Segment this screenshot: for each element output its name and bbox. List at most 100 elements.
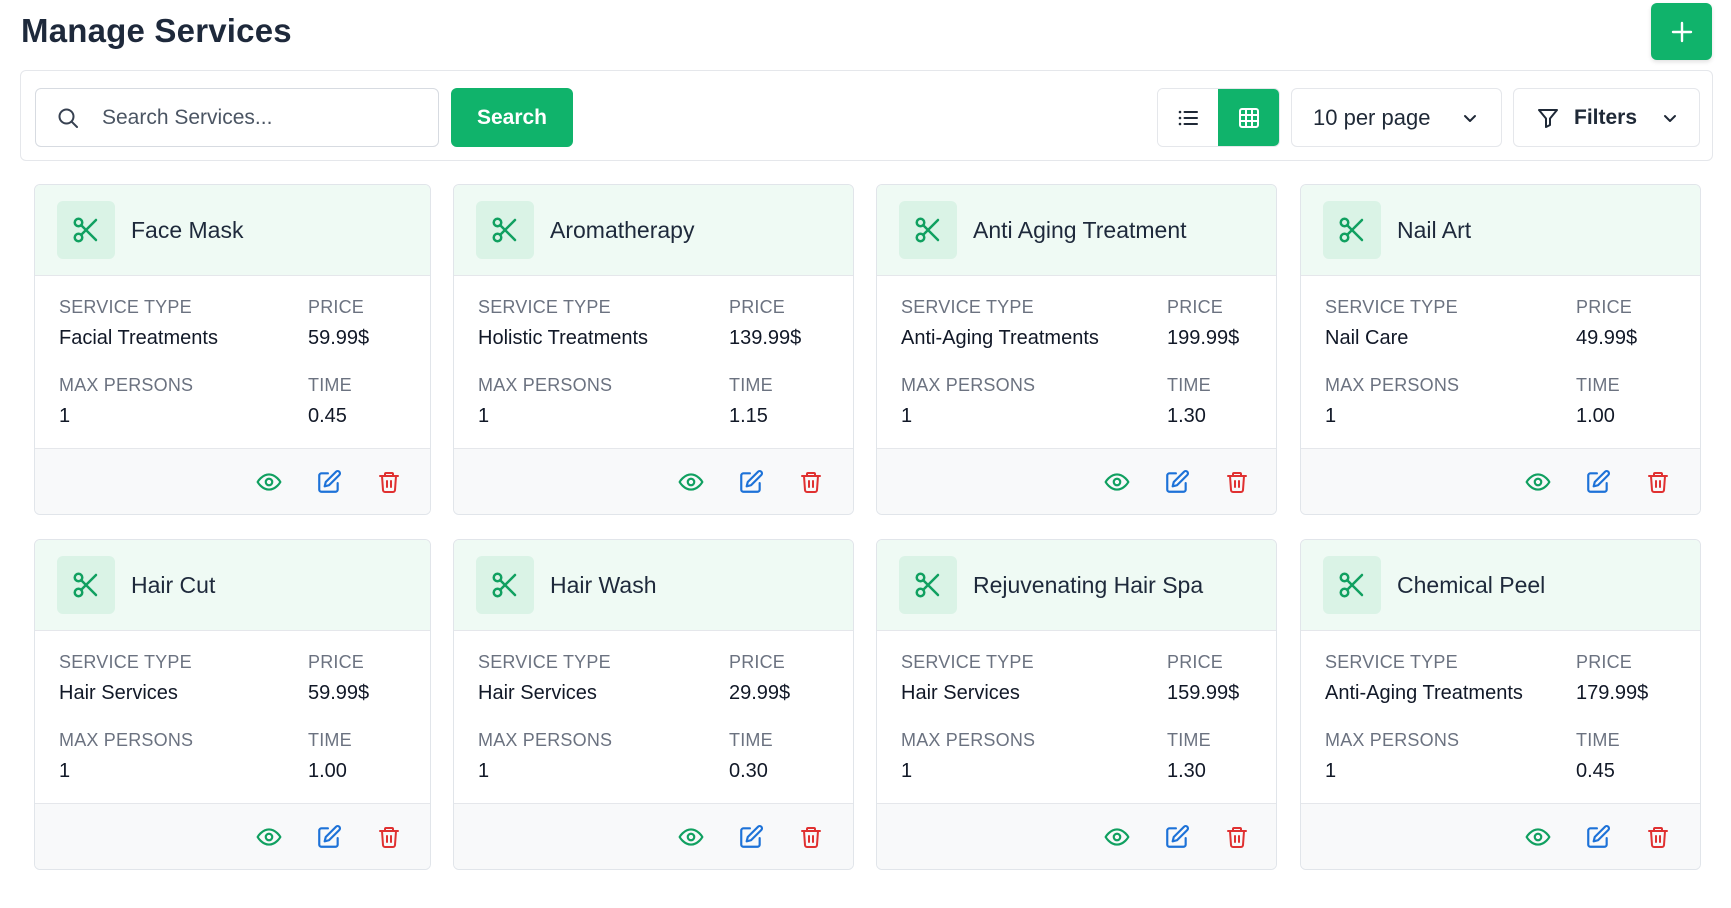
service-card-body: SERVICE TYPE Anti-Aging Treatments PRICE… [877, 276, 1276, 448]
edit-button[interactable] [737, 823, 765, 851]
price-field: PRICE 159.99$ [1167, 652, 1239, 705]
service-card-actions [35, 448, 430, 514]
add-service-button[interactable] [1651, 3, 1712, 60]
max-persons-label: MAX PERSONS [1325, 730, 1460, 750]
search-icon [58, 108, 78, 128]
view-button[interactable] [1524, 468, 1552, 496]
price-value: 59.99$ [308, 327, 370, 349]
time-field: TIME 0.45 [1576, 730, 1620, 783]
grid-view-button[interactable] [1218, 89, 1279, 146]
max-persons-label: MAX PERSONS [901, 730, 1036, 750]
max-persons-field: MAX PERSONS 1 [478, 730, 612, 783]
service-card-actions [877, 448, 1276, 514]
edit-button[interactable] [1584, 468, 1612, 496]
edit-icon [1587, 825, 1610, 848]
delete-button[interactable] [797, 468, 825, 496]
time-field: TIME 1.00 [1576, 375, 1620, 428]
per-page-value: 10 per page [1313, 104, 1431, 130]
list-view-button[interactable] [1158, 89, 1219, 146]
delete-button[interactable] [375, 823, 403, 851]
service-card-header: Aromatherapy [454, 185, 853, 276]
service-card-header: Hair Cut [35, 540, 430, 631]
chevron-down-icon [1664, 114, 1676, 122]
time-field: TIME 1.30 [1167, 730, 1211, 783]
view-button[interactable] [1103, 823, 1131, 851]
service-card: Aromatherapy SERVICE TYPE Holistic Treat… [453, 184, 854, 515]
edit-button[interactable] [1584, 823, 1612, 851]
view-button[interactable] [255, 468, 283, 496]
service-type-label: SERVICE TYPE [1325, 297, 1458, 317]
price-field: PRICE 139.99$ [729, 297, 801, 350]
price-value: 199.99$ [1167, 327, 1240, 349]
eye-icon [1104, 473, 1130, 491]
view-button[interactable] [677, 823, 705, 851]
trash-icon [801, 827, 821, 848]
service-card-body: SERVICE TYPE Hair Services PRICE 159.99$… [877, 631, 1276, 803]
search-input[interactable] [102, 105, 402, 130]
view-button[interactable] [1103, 468, 1131, 496]
max-persons-label: MAX PERSONS [901, 375, 1036, 395]
time-field: TIME 0.45 [308, 375, 352, 428]
time-value: 1.30 [1167, 760, 1206, 782]
max-persons-field: MAX PERSONS 1 [1325, 730, 1459, 783]
time-label: TIME [308, 375, 352, 395]
service-type-value: Anti-Aging Treatments [901, 327, 1099, 349]
delete-button[interactable] [1644, 468, 1672, 496]
service-card-body: SERVICE TYPE Hair Services PRICE 59.99$ … [35, 631, 430, 803]
eye-icon [256, 828, 282, 846]
service-type-label: SERVICE TYPE [901, 652, 1034, 672]
service-card: Chemical Peel SERVICE TYPE Anti-Aging Tr… [1300, 539, 1701, 870]
filter-icon [1538, 108, 1558, 128]
service-card-body: SERVICE TYPE Nail Care PRICE 49.99$ MAX … [1301, 276, 1700, 448]
service-type-value: Anti-Aging Treatments [1325, 682, 1523, 704]
max-persons-label: MAX PERSONS [478, 375, 613, 395]
delete-button[interactable] [1644, 823, 1672, 851]
edit-button[interactable] [315, 823, 343, 851]
search-button[interactable]: Search [451, 88, 573, 147]
edit-icon [740, 470, 763, 493]
delete-button[interactable] [1223, 468, 1251, 496]
max-persons-field: MAX PERSONS 1 [901, 730, 1035, 783]
price-field: PRICE 59.99$ [308, 652, 369, 705]
delete-button[interactable] [797, 823, 825, 851]
service-name: Chemical Peel [1397, 571, 1546, 598]
price-value: 159.99$ [1167, 682, 1240, 704]
service-card-body: SERVICE TYPE Hair Services PRICE 29.99$ … [454, 631, 853, 803]
delete-button[interactable] [1223, 823, 1251, 851]
time-value: 0.30 [729, 760, 768, 782]
grid-icon [1238, 107, 1259, 128]
service-card-actions [877, 803, 1276, 869]
filters-label: Filters [1574, 105, 1638, 129]
service-type-field: SERVICE TYPE Hair Services [59, 652, 192, 705]
service-type-field: SERVICE TYPE Holistic Treatments [478, 297, 648, 350]
delete-button[interactable] [375, 468, 403, 496]
service-card-header: Face Mask [35, 185, 430, 276]
edit-icon [1587, 470, 1610, 493]
service-type-field: SERVICE TYPE Hair Services [478, 652, 611, 705]
service-type-value: Hair Services [478, 682, 597, 704]
per-page-select[interactable]: 10 per page [1291, 88, 1502, 147]
trash-icon [1648, 472, 1668, 493]
trash-icon [379, 472, 399, 493]
time-label: TIME [729, 375, 773, 395]
service-card-header: Nail Art [1301, 185, 1700, 276]
edit-button[interactable] [1163, 823, 1191, 851]
view-button[interactable] [1524, 823, 1552, 851]
time-field: TIME 1.30 [1167, 375, 1211, 428]
price-field: PRICE 29.99$ [729, 652, 790, 705]
service-type-label: SERVICE TYPE [1325, 652, 1458, 672]
price-value: 59.99$ [308, 682, 370, 704]
view-button[interactable] [255, 823, 283, 851]
service-name: Nail Art [1397, 216, 1472, 243]
edit-button[interactable] [1163, 468, 1191, 496]
edit-button[interactable] [315, 468, 343, 496]
service-card: Rejuvenating Hair Spa SERVICE TYPE Hair … [876, 539, 1277, 870]
max-persons-field: MAX PERSONS 1 [59, 375, 193, 428]
filters-button[interactable]: Filters [1513, 88, 1700, 147]
edit-icon [318, 470, 341, 493]
scissors-icon [57, 201, 115, 259]
max-persons-field: MAX PERSONS 1 [1325, 375, 1459, 428]
list-icon [1178, 110, 1198, 125]
view-button[interactable] [677, 468, 705, 496]
edit-button[interactable] [737, 468, 765, 496]
